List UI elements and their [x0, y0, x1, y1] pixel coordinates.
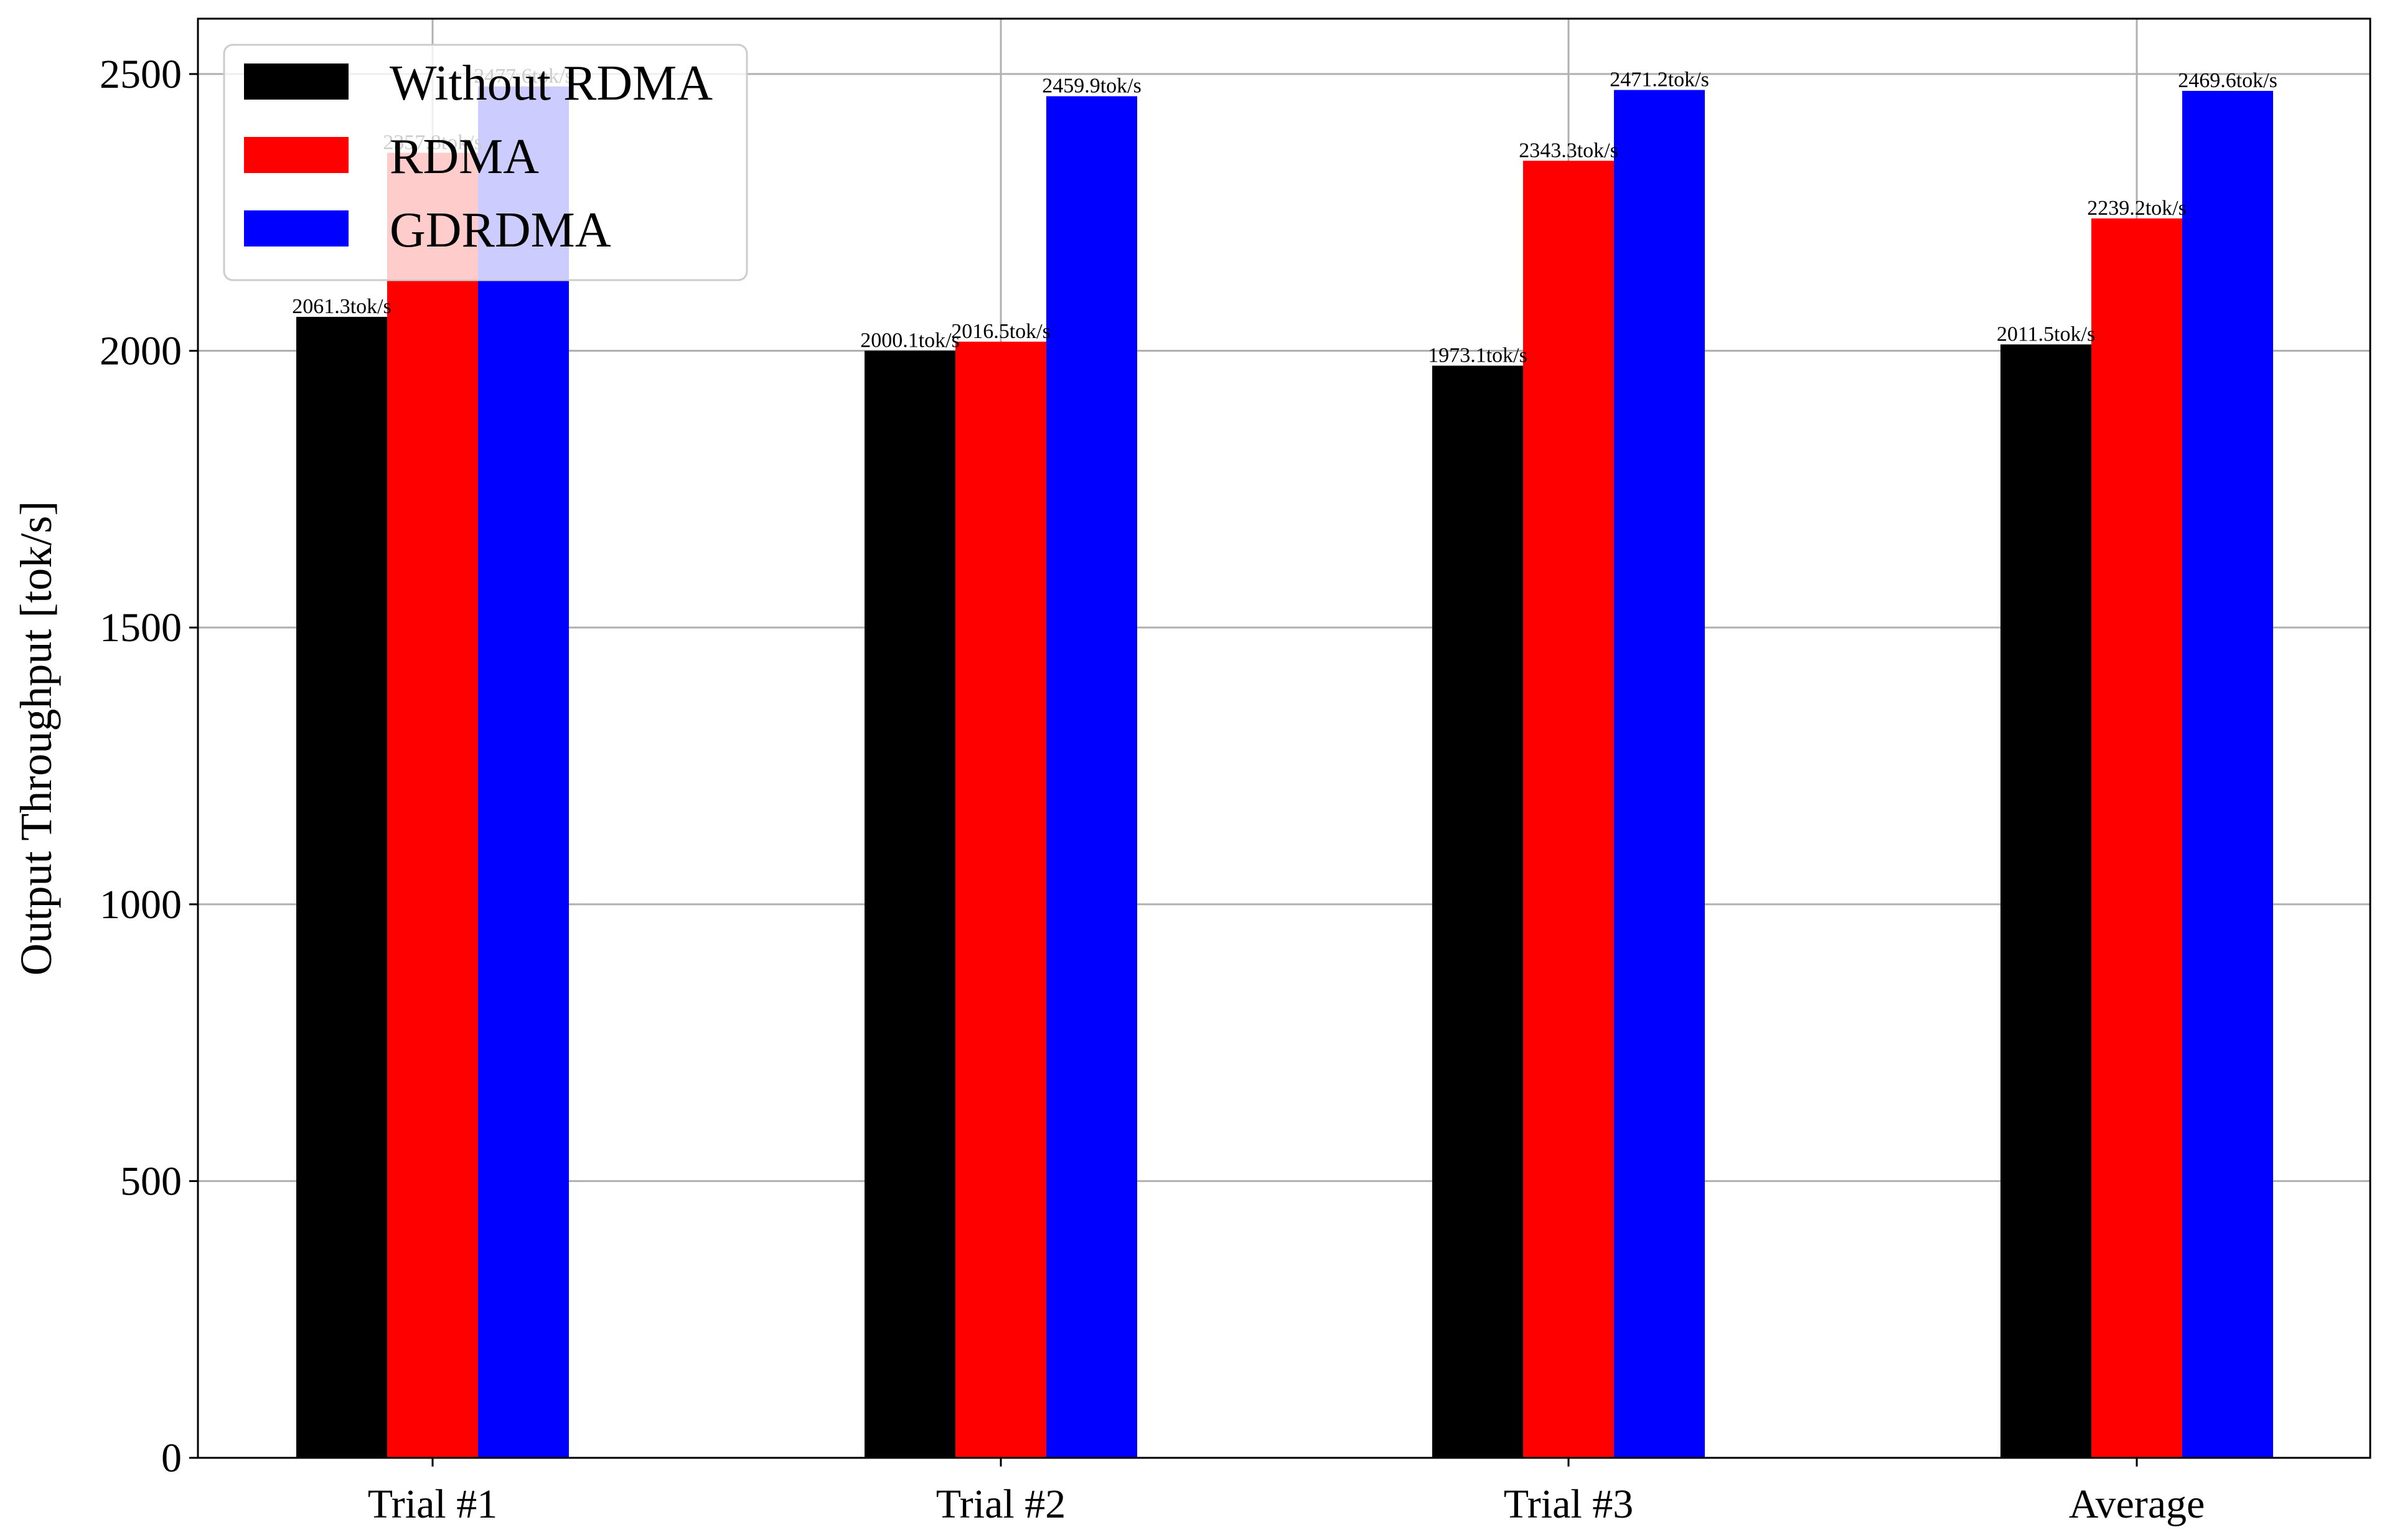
- legend-swatch: [244, 137, 349, 173]
- legend: Without RDMA RDMA GDRDMA: [223, 44, 748, 281]
- legend-label: Without RDMA: [390, 56, 713, 111]
- legend-label: GDRDMA: [390, 203, 611, 258]
- plot-frame: [197, 17, 2371, 1459]
- bar: [1614, 90, 1705, 1458]
- x-tick-label: Average: [2069, 1481, 2205, 1527]
- bar: [2000, 344, 2091, 1458]
- y-tick-label: 2000: [100, 329, 182, 374]
- x-tick-label: Trial #3: [1504, 1481, 1633, 1527]
- bar-data-label: 2000.1tok/s: [860, 329, 960, 352]
- bar-data-label: 1973.1tok/s: [1428, 344, 1527, 367]
- bar-data-label: 2016.5tok/s: [951, 320, 1051, 343]
- legend-label: RDMA: [390, 129, 539, 184]
- bars: [296, 86, 2273, 1458]
- legend-box: [223, 44, 748, 281]
- x-tick-label: Trial #2: [936, 1481, 1066, 1527]
- bar-data-label: 2061.3tok/s: [292, 295, 392, 318]
- y-axis-label: Output Throughput [tok/s]: [11, 501, 61, 976]
- bar-data-label: 2471.2tok/s: [1610, 68, 1709, 92]
- x-tick-label: Trial #1: [368, 1481, 497, 1527]
- legend-swatch: [244, 63, 349, 100]
- bar: [1432, 365, 1523, 1458]
- bar-data-label: 2239.2tok/s: [2087, 197, 2187, 220]
- y-tick-label: 0: [161, 1435, 182, 1481]
- bar-data-label: 2011.5tok/s: [1997, 322, 2095, 345]
- y-tick-label: 1000: [100, 882, 182, 927]
- bar: [478, 86, 569, 1458]
- axis-ticks: 0 500 1000 1500 2000 2500 Trial #1 Trial #2 Tria…: [100, 52, 2205, 1527]
- bar: [2091, 218, 2182, 1458]
- y-tick-label: 500: [120, 1158, 182, 1204]
- bar: [296, 317, 387, 1458]
- bar: [1523, 161, 1614, 1458]
- y-tick-label: 2500: [100, 52, 182, 97]
- bar: [955, 341, 1046, 1458]
- bar: [2182, 90, 2273, 1458]
- bar-data-label: 2459.9tok/s: [1042, 75, 1142, 98]
- bar: [865, 350, 955, 1458]
- legend-swatch: [244, 210, 349, 246]
- bar: [1046, 96, 1137, 1458]
- bar: [387, 153, 478, 1458]
- y-tick-label: 1500: [100, 605, 182, 650]
- bar-data-label: 2469.6tok/s: [2178, 69, 2277, 92]
- bar-data-label: 2343.3tok/s: [1519, 139, 1618, 162]
